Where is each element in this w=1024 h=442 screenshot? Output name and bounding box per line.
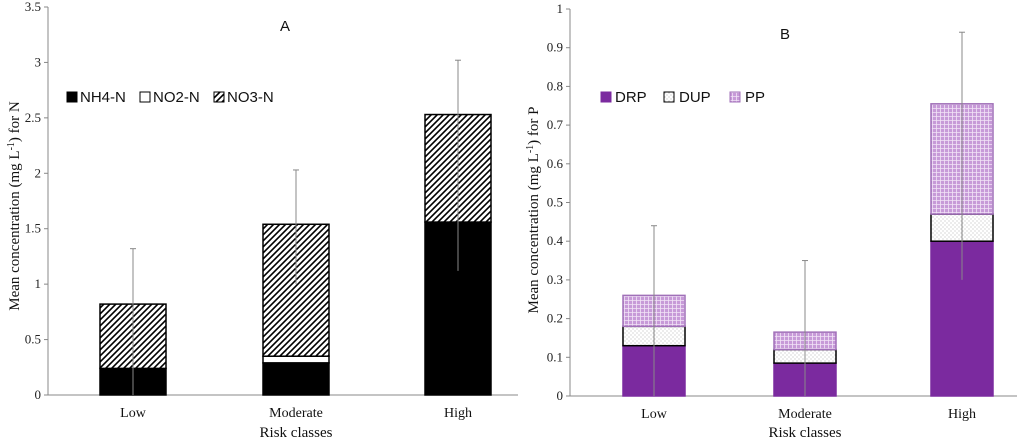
panel-b-y-tick-label: 0	[557, 388, 564, 403]
panel-b-y-tick-label: 0.5	[547, 195, 563, 210]
panel-b-y-title-end: ) for P	[526, 106, 542, 144]
panel-b-y-tick-label: 0.4	[547, 233, 564, 248]
panel-a-x-label-moderate: Moderate	[269, 406, 323, 421]
panel-b-y-tick-label: 1	[557, 1, 564, 16]
panel-b-y-tick-label: 0.2	[547, 311, 563, 326]
legend-nh4-label: NH4-N	[80, 89, 126, 106]
panel-b-x-label-moderate: Moderate	[778, 407, 832, 422]
panel-a-y-tick-label: 2.5	[25, 110, 41, 125]
panel-a-y-tick-label: 0.5	[25, 332, 41, 347]
panel-b-y-tick-label: 0.9	[547, 40, 563, 55]
panel-b-x-axis-title: Risk classes	[769, 425, 842, 441]
panel-b-letter: B	[780, 26, 790, 43]
panel-b-y-tick-label: 0.3	[547, 272, 563, 287]
panel-a-chart: 0 0.5 1 1.5 2 2.5 3 3.5 A NH4-N NO2-N NO3-N Ris…	[6, 0, 518, 441]
panel-a-y-tick-label: 2	[35, 165, 42, 180]
panel-b-bars	[622, 31, 994, 397]
legend-pp-label: PP	[745, 89, 765, 106]
panel-b-y-tick-label: 0.7	[547, 117, 564, 132]
legend-no2-swatch	[139, 91, 151, 103]
legend-no3-label: NO3-N	[227, 89, 274, 106]
panel-b-x-label-low: Low	[641, 407, 668, 422]
legend-no2-label: NO2-N	[153, 89, 200, 106]
panel-b-y-tick-label: 0.8	[547, 78, 563, 93]
panel-b-legend: DRP DUP PP	[600, 89, 765, 106]
panel-b-y-title-sup: -1	[525, 145, 536, 153]
legend-pp-swatch	[729, 91, 741, 103]
panel-a-x-axis-title: Risk classes	[260, 425, 333, 441]
panel-a-x-label-low: Low	[120, 406, 147, 421]
panel-b-y-tick-label: 0.6	[547, 156, 564, 171]
legend-no3-swatch	[213, 91, 225, 103]
panel-a-bar-no2-n-moderate	[262, 355, 330, 364]
legend-drp-label: DRP	[615, 89, 647, 106]
panel-a-y-tick-label: 3	[35, 54, 42, 69]
legend-dup-label: DUP	[679, 89, 711, 106]
panel-a-letter: A	[280, 18, 290, 35]
legend-drp-swatch	[600, 91, 612, 103]
panel-a-x-label-high: High	[444, 406, 472, 421]
panel-a-y-axis-title: Mean concentration (mg L-1) for N	[6, 101, 23, 311]
legend-dup-swatch	[663, 91, 675, 103]
panel-a-y-tick-label: 3.5	[25, 0, 41, 14]
panel-b-y-tick-label: 0.1	[547, 349, 563, 364]
legend-nh4-swatch	[66, 91, 78, 103]
panel-a-y-tick-label: 1.5	[25, 221, 41, 236]
panel-a-y-tick-label: 0	[35, 387, 42, 402]
panel-b-y-axis-title: Mean concentration (mg L-1) for P	[525, 106, 542, 313]
panel-a-bars	[99, 59, 492, 396]
panel-a-y-title-sup: -1	[6, 142, 17, 150]
panel-b-chart: 0 0.1 0.2 0.3 0.4 0.5 0.6 0.7 0.8 0.9 1 B DRP DUP …	[525, 1, 1017, 441]
panel-b-x-label-high: High	[948, 407, 976, 422]
panel-a-y-title-main: Mean concentration (mg L	[7, 150, 23, 310]
panel-a-legend: NH4-N NO2-N NO3-N	[66, 89, 274, 106]
panel-a-y-tick-label: 1	[35, 276, 42, 291]
panel-a-bar-nh4-n-moderate	[262, 362, 330, 396]
panel-b-y-title-main: Mean concentration (mg L	[526, 153, 542, 313]
panel-a-y-title-end: ) for N	[7, 101, 23, 142]
